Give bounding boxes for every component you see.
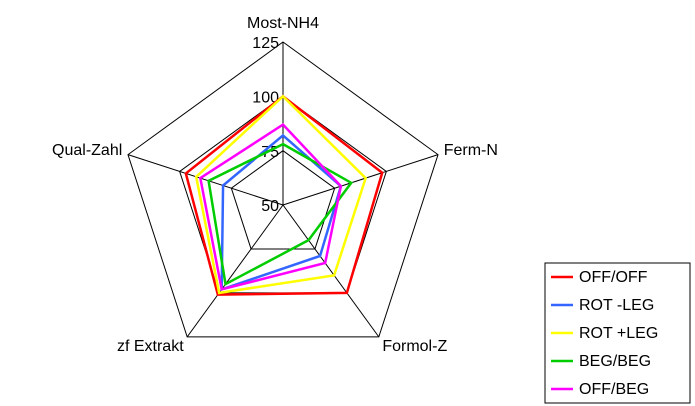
series-line — [194, 94, 368, 295]
axis-spoke — [282, 204, 380, 338]
axis-label: Formol-Z — [382, 338, 447, 355]
series-line — [184, 94, 384, 296]
axis-label: Qual-Zahl — [52, 142, 122, 159]
axis-label: Ferm-N — [444, 142, 498, 159]
axis-spoke — [282, 154, 439, 206]
series-line — [198, 122, 343, 291]
grid-ring — [127, 41, 439, 338]
legend-label: OFF/OFF — [579, 269, 648, 286]
legend-label: ROT -LEG — [579, 297, 654, 314]
axis-label: Most-NH4 — [247, 15, 319, 32]
grid-ring — [230, 150, 336, 250]
legend-label: OFF/BEG — [579, 381, 649, 398]
axis-spoke — [127, 154, 284, 206]
axis-spoke — [186, 204, 284, 338]
series-line — [207, 142, 354, 287]
legend-label: ROT +LEG — [579, 325, 658, 342]
tick-label: 100 — [252, 90, 279, 107]
tick-label: 50 — [261, 198, 279, 215]
tick-label: 125 — [252, 35, 279, 52]
axis-label: zf Extrakt — [117, 338, 184, 355]
legend-label: BEG/BEG — [579, 353, 651, 370]
